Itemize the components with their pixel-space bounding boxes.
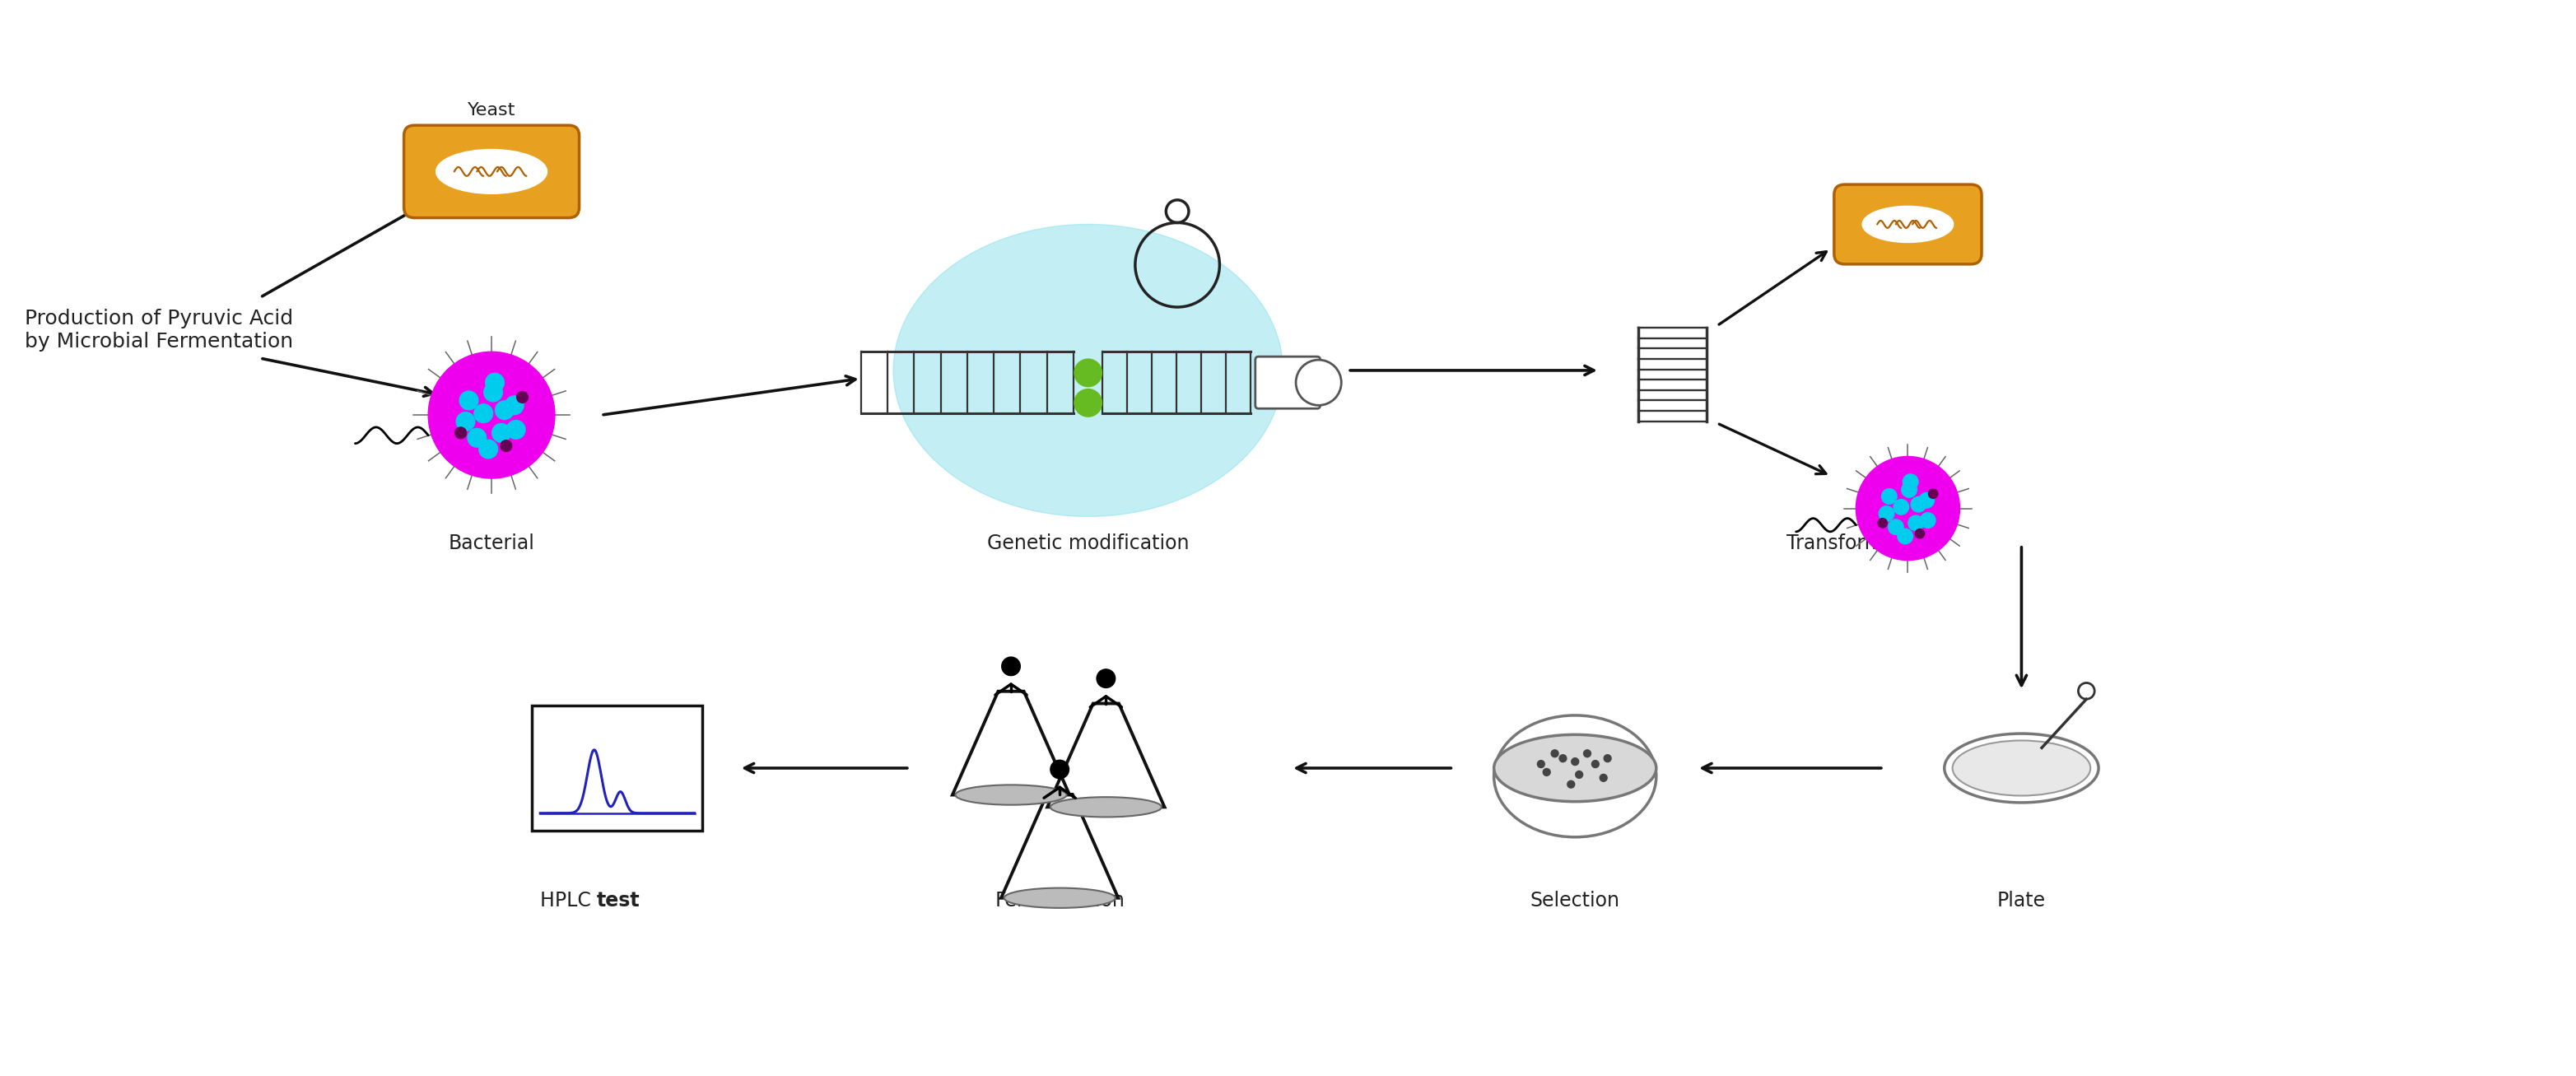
Circle shape — [492, 424, 510, 442]
Circle shape — [1074, 359, 1103, 386]
Text: Bacterial: Bacterial — [448, 534, 536, 553]
Ellipse shape — [1862, 207, 1953, 242]
Ellipse shape — [1005, 888, 1115, 908]
Circle shape — [1888, 520, 1904, 535]
Ellipse shape — [956, 784, 1066, 805]
Ellipse shape — [1945, 734, 2099, 803]
Circle shape — [1914, 529, 1924, 538]
FancyBboxPatch shape — [1834, 184, 1981, 264]
Circle shape — [1558, 754, 1566, 762]
Circle shape — [1911, 497, 1927, 512]
Text: Genetic modification: Genetic modification — [987, 534, 1190, 553]
Circle shape — [456, 412, 474, 430]
Ellipse shape — [1953, 740, 2092, 795]
Circle shape — [469, 428, 487, 448]
Circle shape — [1605, 754, 1610, 762]
Ellipse shape — [1494, 716, 1656, 837]
Text: Transformation: Transformation — [1785, 534, 1932, 553]
Circle shape — [500, 440, 513, 452]
Circle shape — [1878, 519, 1888, 527]
Ellipse shape — [1051, 797, 1162, 817]
Circle shape — [479, 440, 497, 458]
Text: HPLC: HPLC — [541, 891, 598, 910]
Circle shape — [1929, 490, 1937, 498]
Ellipse shape — [1494, 735, 1656, 802]
Circle shape — [1600, 775, 1607, 781]
Circle shape — [474, 405, 492, 423]
Circle shape — [1878, 506, 1893, 522]
FancyBboxPatch shape — [404, 125, 580, 217]
Text: test: test — [598, 891, 641, 910]
Circle shape — [1577, 770, 1582, 778]
Circle shape — [1538, 761, 1546, 767]
Bar — [533, 705, 703, 831]
Circle shape — [484, 373, 505, 392]
Circle shape — [1571, 758, 1579, 765]
Circle shape — [1002, 657, 1020, 676]
Circle shape — [459, 391, 479, 410]
Circle shape — [505, 396, 523, 414]
Circle shape — [1904, 475, 1919, 490]
Circle shape — [1543, 768, 1551, 776]
Circle shape — [495, 401, 513, 420]
Circle shape — [1893, 499, 1909, 514]
Circle shape — [1296, 359, 1342, 406]
Circle shape — [1880, 489, 1896, 504]
Circle shape — [428, 352, 554, 479]
Circle shape — [484, 383, 502, 401]
FancyBboxPatch shape — [1255, 356, 1321, 409]
Circle shape — [1919, 493, 1935, 508]
Circle shape — [1899, 528, 1914, 544]
Circle shape — [1551, 750, 1558, 758]
Circle shape — [1074, 390, 1103, 416]
Text: Selection: Selection — [1530, 891, 1620, 910]
Text: Yeast: Yeast — [466, 102, 515, 119]
Circle shape — [507, 421, 526, 439]
Ellipse shape — [435, 150, 546, 194]
Circle shape — [1584, 750, 1592, 758]
Circle shape — [518, 392, 528, 402]
Circle shape — [1097, 669, 1115, 688]
Text: Production of Pyruvic Acid
by Microbial Fermentation: Production of Pyruvic Acid by Microbial … — [26, 309, 294, 351]
Circle shape — [1566, 781, 1574, 788]
Circle shape — [1855, 456, 1960, 561]
Circle shape — [1901, 482, 1917, 497]
Text: Plate: Plate — [1996, 891, 2045, 910]
Circle shape — [1909, 515, 1924, 530]
Circle shape — [1592, 761, 1600, 767]
Text: Fermentation: Fermentation — [994, 891, 1126, 910]
Circle shape — [1051, 760, 1069, 779]
Ellipse shape — [894, 224, 1283, 516]
Circle shape — [456, 427, 466, 439]
Circle shape — [1919, 512, 1935, 528]
